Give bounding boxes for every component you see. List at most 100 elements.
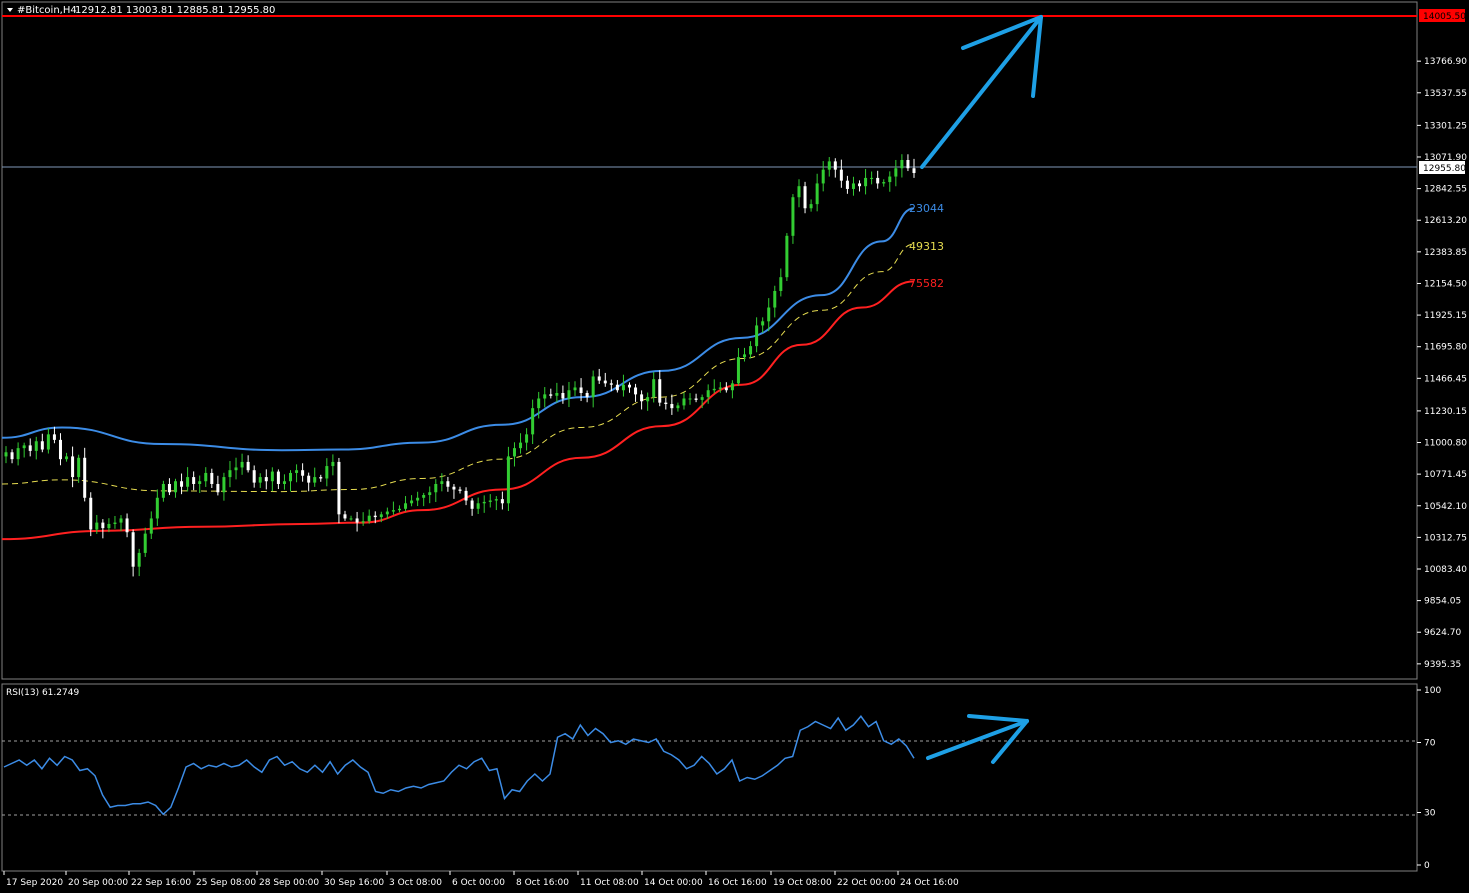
candle	[615, 380, 619, 393]
candle	[210, 468, 214, 489]
candle	[537, 391, 541, 419]
time-tick-label: 16 Oct 16:00	[708, 878, 767, 888]
candle	[422, 492, 426, 507]
candle	[664, 397, 668, 410]
candle	[621, 374, 625, 397]
candle	[16, 442, 20, 466]
candle	[882, 179, 886, 187]
candle	[22, 442, 26, 458]
candle	[416, 491, 420, 507]
candle	[688, 393, 692, 405]
candle	[83, 447, 87, 502]
candle	[186, 467, 190, 492]
candle	[301, 463, 305, 482]
time-tick-label: 19 Oct 08:00	[773, 878, 832, 888]
candle	[845, 175, 849, 194]
candle	[676, 402, 680, 412]
candle	[627, 382, 631, 393]
candle	[355, 511, 359, 532]
candle	[361, 512, 365, 526]
rsi-tick-label: 100	[1424, 686, 1441, 696]
candle	[137, 548, 141, 577]
candle	[325, 458, 329, 487]
ma-fast-label: 23044	[909, 202, 944, 215]
candle	[319, 474, 323, 482]
candle	[609, 379, 613, 392]
candle	[282, 474, 286, 490]
candle	[234, 457, 238, 480]
candle	[452, 484, 456, 499]
candle	[180, 473, 184, 495]
candle	[458, 486, 462, 494]
candle	[500, 491, 504, 510]
candle	[670, 394, 674, 415]
candle	[198, 475, 202, 493]
candle	[785, 233, 789, 281]
candle	[870, 171, 874, 185]
candle	[706, 384, 710, 404]
price-tick-label: 13766.90	[1424, 57, 1467, 67]
candle	[446, 476, 450, 492]
rsi-tick-label: 0	[1424, 861, 1430, 871]
candle	[476, 497, 480, 514]
rsi-label: RSI(13) 61.2749	[6, 688, 79, 698]
candle	[761, 317, 765, 333]
candle	[10, 449, 14, 464]
candle	[730, 380, 734, 399]
price-tick-label: 11000.80	[1424, 439, 1467, 449]
candle	[579, 378, 583, 402]
candle	[482, 495, 486, 513]
rsi-tick-label: 70	[1424, 739, 1436, 749]
candle	[410, 495, 414, 507]
candle	[434, 479, 438, 503]
price-tick-label: 13301.25	[1424, 121, 1467, 131]
candle	[755, 317, 759, 353]
price-tick-label: 11466.45	[1424, 374, 1467, 384]
time-tick-label: 25 Sep 08:00	[196, 878, 256, 888]
rsi-panel-frame	[1, 683, 1418, 872]
candle	[591, 370, 595, 408]
candle	[313, 467, 317, 487]
time-tick-label: 11 Oct 08:00	[580, 878, 639, 888]
candle	[161, 480, 165, 502]
resistance-price-label: 14005.50	[1423, 12, 1466, 22]
candle	[797, 179, 801, 208]
candle	[71, 446, 75, 488]
candle	[77, 454, 81, 483]
candle	[34, 436, 38, 460]
candle	[864, 169, 868, 195]
current-price-tag	[1419, 161, 1465, 174]
candle	[222, 472, 226, 501]
candle	[912, 158, 916, 178]
candle	[876, 170, 880, 189]
price-tick-label: 9854.05	[1424, 597, 1461, 607]
time-tick-label: 20 Sep 00:00	[68, 878, 128, 888]
candle	[65, 452, 69, 462]
candle	[858, 180, 862, 192]
candle	[833, 158, 837, 178]
candle	[567, 381, 571, 408]
candle	[125, 513, 129, 538]
candle	[28, 438, 32, 457]
candle	[131, 529, 135, 577]
candles	[4, 154, 916, 577]
price-tick-label: 12842.55	[1424, 185, 1467, 195]
candle	[506, 446, 510, 511]
candle	[470, 498, 474, 516]
rsi-up-arrow[interactable]	[926, 714, 1029, 764]
candle	[724, 382, 728, 393]
candle	[906, 154, 910, 172]
time-tick-label: 24 Oct 16:00	[900, 878, 959, 888]
candle	[107, 518, 111, 533]
symbol-menu-icon[interactable]	[7, 8, 13, 12]
candle	[773, 285, 777, 318]
price-up-arrow[interactable]	[920, 15, 1043, 169]
candle	[634, 383, 638, 402]
price-tick-label: 10771.45	[1424, 470, 1467, 480]
candle	[603, 372, 607, 387]
symbol-label: #Bitcoin,H4	[17, 5, 77, 16]
candle	[851, 176, 855, 196]
candle	[561, 385, 565, 404]
candle	[240, 453, 244, 475]
candle	[367, 509, 371, 524]
